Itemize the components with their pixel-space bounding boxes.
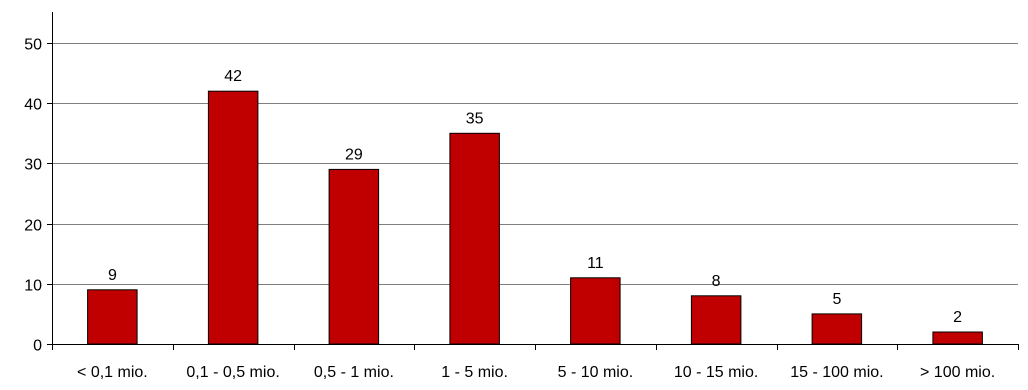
gridlines — [52, 43, 1018, 285]
axes — [47, 12, 1019, 350]
y-tick-label-0: 0 — [33, 338, 42, 355]
bars — [87, 90, 983, 345]
bar-3 — [449, 132, 500, 345]
x-tick-label-3: 1 - 5 mio. — [441, 364, 508, 381]
bar-1 — [207, 90, 259, 345]
labels: 0 10 20 30 40 50 9 < 0,1 mio. 42 0,1 - 0,5 mio. 29… — [24, 37, 995, 382]
y-tick-label-50: 50 — [24, 37, 42, 54]
x-tick-label-5: 10 - 15 mio. — [674, 364, 758, 381]
x-tick-label-7: > 100 mio. — [920, 364, 995, 381]
y-tick-label-10: 10 — [24, 278, 42, 295]
x-tick-label-1: 0,1 - 0,5 mio. — [186, 364, 279, 381]
bar-4 — [570, 277, 621, 345]
data-label-2: 29 — [345, 146, 363, 163]
bar-5 — [690, 295, 742, 345]
bar-6 — [811, 313, 863, 345]
y-tick-label-40: 40 — [24, 97, 42, 114]
x-tick-label-0: < 0,1 mio. — [77, 364, 148, 381]
data-label-3: 35 — [466, 110, 484, 127]
bar-0 — [87, 289, 138, 345]
data-label-6: 5 — [832, 291, 841, 308]
x-tick-label-6: 15 - 100 mio. — [790, 364, 883, 381]
y-tick-label-20: 20 — [24, 218, 42, 235]
data-label-4: 11 — [587, 255, 604, 272]
data-label-1: 42 — [224, 68, 242, 85]
bar-2 — [328, 168, 380, 345]
y-tick-label-30: 30 — [24, 157, 42, 174]
data-label-5: 8 — [712, 273, 721, 290]
data-label-7: 2 — [953, 309, 962, 326]
x-tick-label-2: 0,5 - 1 mio. — [314, 364, 394, 381]
x-tick-label-4: 5 - 10 mio. — [558, 364, 634, 381]
data-label-0: 9 — [108, 267, 117, 284]
bar-7 — [932, 331, 983, 345]
